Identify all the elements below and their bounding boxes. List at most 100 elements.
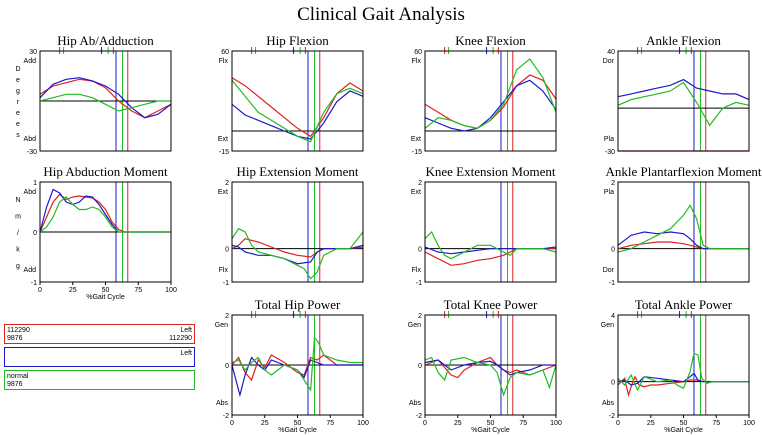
y-max-label: 2 [225,180,229,187]
direction-label-top: Gen [408,322,421,329]
direction-label-top: Pla [604,189,614,196]
series-line-3 [424,356,557,397]
y-max-label: 2 [418,180,422,187]
chart-knee-flexion: Knee Flexion 60 -15 Flx Ext [411,33,557,156]
direction-label-bottom: Flx [412,267,422,274]
direction-label-bottom: Dor [603,267,615,274]
legend-entry-3: normal 9876 [4,370,195,390]
chart-hip-extension-moment: Hip Extension Moment 2 -1 Ext Flx 0 [218,164,364,287]
direction-label-top: Abd [24,189,37,196]
chart-ankle-flexion: Ankle Flexion 40 -30 Dor Pla [603,33,750,156]
y-min-label: -2 [416,413,422,420]
panel-title: Ankle Plantarflexion Moment [606,164,762,179]
y-min-label: -1 [223,280,229,287]
series-line-1 [39,193,171,233]
series-line-3 [617,204,749,253]
plot-frame [231,50,364,152]
zero-label: 0 [225,247,229,254]
panel-title: Hip Ab/Adduction [57,33,154,48]
series-line-2 [617,78,750,101]
y-axis-label-letter: r [17,99,20,106]
series-line-1 [39,78,172,119]
chart-hip-flexion: Hip Flexion 60 -15 Flx Ext [218,33,364,156]
direction-label-top: Ext [218,189,228,196]
direction-label-bottom: Ext [218,136,228,143]
panel-title: Hip Flexion [266,33,329,48]
plot-frame [39,50,172,152]
series-line-2 [424,246,557,255]
plot-frame [424,50,557,152]
plot-frame [617,314,750,416]
plot-frame [617,50,750,152]
x-tick-label: 25 [261,420,269,427]
series-line-1 [231,77,364,138]
series-line-2 [231,90,364,140]
x-tick-label: 0 [423,420,427,427]
series-line-3 [617,352,749,392]
series-line-1 [424,356,557,379]
direction-label-top: Add [24,58,37,65]
direction-label-bottom: Ext [411,136,421,143]
direction-label-top: Flx [219,58,229,65]
y-axis-label-letter: D [15,66,20,73]
panel-title: Total Hip Power [255,297,341,312]
y-max-label: 60 [221,49,229,56]
x-tick-label: 100 [357,420,369,427]
series-line-1 [424,248,556,266]
y-max-label: 2 [225,313,229,320]
x-tick-label: 0 [230,420,234,427]
y-max-label: 2 [611,180,615,187]
series-line-2 [617,372,749,386]
y-max-label: 2 [418,313,422,320]
y-max-label: 60 [414,49,422,56]
x-axis-label: %Gait Cycle [471,427,510,434]
y-axis-label-letter: e [16,77,20,84]
x-tick-label: 50 [487,420,495,427]
panel-title: Ankle Flexion [646,33,721,48]
x-tick-label: 0 [38,287,42,294]
x-tick-label: 25 [454,420,462,427]
plot-frame [424,181,557,283]
y-axis-label-letter: e [16,121,20,128]
direction-label-top: Ext [411,189,421,196]
y-axis-label-letter: m [15,214,21,221]
y-axis-label-letter: k [16,247,20,254]
zero-label: 0 [611,247,615,254]
plot-frame [231,181,364,283]
y-min-label: -1 [416,280,422,287]
series-line-3 [231,335,363,392]
panel-title: Hip Extension Moment [236,164,358,179]
y-axis-label-letter: g [16,263,20,270]
x-tick-label: 100 [165,287,177,294]
series-line-3 [39,93,171,112]
y-max-label: 4 [611,313,615,320]
x-axis-label: %Gait Cycle [86,294,125,301]
x-tick-label: 50 [102,287,110,294]
page-title: Clinical Gait Analysis [297,4,465,25]
y-axis-label-letter: g [16,88,20,95]
y-axis-label-letter: e [16,110,20,117]
chart-total-hip-power: Total Hip Power 2 -2 Gen Abs 0 0 25 50 75 100 %Gait… [215,297,369,434]
chart-total-ankle-power: Total Ankle Power 4 -2 Gen Abs 0 0 25 50 75 100 %Ga… [601,297,755,434]
legend-1-bottom-right: 112290 [169,335,192,342]
legend-1-bottom-left: 9876 [7,335,23,342]
y-min-label: -30 [605,149,615,156]
panel-title: Knee Extension Moment [426,164,556,179]
series-line-3 [617,81,750,127]
legend-3-bottom-left: 9876 [7,381,23,388]
x-tick-label: 75 [712,420,720,427]
direction-label-bottom: Pla [604,136,614,143]
legend-1-top-right: Left [180,327,192,334]
x-tick-label: 100 [550,420,562,427]
y-max-label: 40 [607,49,615,56]
direction-label-bottom: Abs [216,400,229,407]
series-line-3 [424,58,557,129]
x-tick-label: 0 [616,420,620,427]
series-line-2 [424,359,556,376]
chart-hip-abduction-moment: Hip Abduction Moment 1 -1 Abd Add 0 Nm / k g 0 25 50… [15,164,177,301]
y-min-label: -2 [609,413,615,420]
panel-title: Total Knee Power [444,297,538,312]
zero-label: 0 [418,247,422,254]
y-axis-label-letter: N [15,197,20,204]
